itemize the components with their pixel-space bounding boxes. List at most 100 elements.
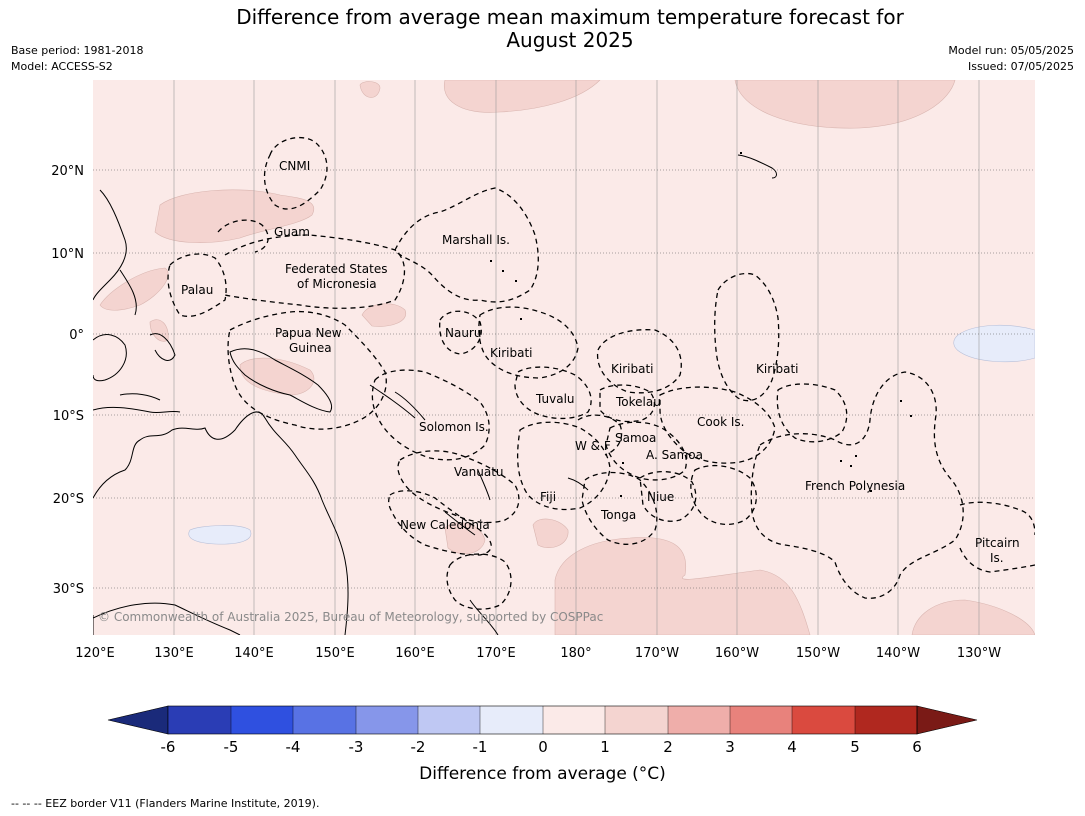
cool-region-australia xyxy=(188,525,252,545)
hawaii-islands xyxy=(737,154,777,179)
colorbar-tick: -5 xyxy=(224,738,239,756)
lat-tick: 10°S xyxy=(53,409,84,424)
lon-tick: 140°W xyxy=(876,646,920,661)
label-png-2: Guinea xyxy=(289,341,332,355)
label-guam: Guam xyxy=(274,225,310,239)
lon-tick: 150°E xyxy=(315,646,355,661)
label-fsm-2: of Micronesia xyxy=(297,277,377,291)
eez-pitcairn xyxy=(959,501,1035,573)
warm-region-philippine-sea xyxy=(154,189,315,243)
label-kiribati-west: Kiribati xyxy=(490,346,532,360)
label-french-polynesia: French Polynesia xyxy=(805,479,905,493)
colorbar-label: Difference from average (°C) xyxy=(419,764,666,784)
eez-fiji xyxy=(516,421,611,511)
eez-new-caledonia xyxy=(388,490,492,556)
colorbar-tick: 1 xyxy=(600,738,610,756)
warm-anomaly-regions xyxy=(99,80,1035,635)
eez-palau xyxy=(167,253,227,317)
lat-tick: 20°S xyxy=(53,492,84,507)
colorbar-tick: -2 xyxy=(411,738,426,756)
colorbar-bin xyxy=(480,706,543,734)
warm-region-fiji-south xyxy=(532,518,569,549)
lon-tick: 160°W xyxy=(715,646,759,661)
colorbar-extend-high xyxy=(916,705,978,735)
borneo-sulawesi xyxy=(93,333,176,382)
eez-footnote: -- -- -- EEZ border V11 (Flanders Marine… xyxy=(11,797,320,810)
colorbar-tick: 5 xyxy=(850,738,860,756)
eez-tonga xyxy=(581,471,658,545)
colorbar-bin xyxy=(293,706,356,734)
label-png-1: Papua New xyxy=(275,326,342,340)
label-samoa: Samoa xyxy=(615,431,656,445)
eez-borders xyxy=(167,137,1035,610)
atoll-dot xyxy=(620,495,622,497)
colorbar-tick: -6 xyxy=(161,738,176,756)
copyright-notice: © Commonwealth of Australia 2025, Bureau… xyxy=(98,610,603,624)
eez-kiribati-phoenix xyxy=(596,329,682,394)
label-pitcairn-1: Pitcairn xyxy=(975,536,1020,550)
colorbar: -6 -5 -4 -3 -2 -1 0 1 2 3 4 5 6 xyxy=(107,705,978,756)
eez-cook xyxy=(659,386,776,526)
australia-south-coast xyxy=(93,602,241,635)
colorbar-tick: -3 xyxy=(349,738,364,756)
warm-region-southern xyxy=(554,537,811,635)
issued-date: Issued: 07/05/2025 xyxy=(967,60,1074,73)
label-fsm-1: Federated States xyxy=(285,262,387,276)
lon-tick: 130°W xyxy=(957,646,1001,661)
atoll-dot xyxy=(502,270,504,272)
vanuatu-islands xyxy=(477,469,491,501)
colorbar-dividers xyxy=(230,706,856,734)
colorbar-tick: 4 xyxy=(787,738,797,756)
atoll-dot xyxy=(900,400,902,402)
warm-region-new-caledonia xyxy=(444,522,486,555)
colorbar-frame xyxy=(167,705,918,735)
label-cnmi: CNMI xyxy=(279,159,310,173)
colorbar-tick: 3 xyxy=(725,738,735,756)
label-kiribati-central: Kiribati xyxy=(611,362,653,376)
eez-marshall xyxy=(394,187,539,303)
cool-anomaly-regions xyxy=(188,324,1035,545)
eez-nauru xyxy=(439,310,482,355)
eez-wallis-futuna xyxy=(577,414,623,456)
atoll-dot xyxy=(515,280,517,282)
lat-tick: 0° xyxy=(69,328,84,343)
label-new-caledonia: New Caledonia xyxy=(400,518,490,532)
colorbar-tick: -1 xyxy=(473,738,488,756)
atoll-dot xyxy=(910,415,912,417)
model-run: Model run: 05/05/2025 xyxy=(948,44,1074,57)
lon-tick: 160°E xyxy=(395,646,435,661)
eez-fsm xyxy=(224,234,406,309)
colorbar-bin xyxy=(605,706,668,734)
title-line-2: August 2025 xyxy=(506,28,634,52)
new-caledonia-island xyxy=(444,511,476,536)
lat-tick: 10°N xyxy=(51,247,84,262)
label-palau: Palau xyxy=(181,283,213,297)
colorbar-bin xyxy=(418,706,480,734)
label-vanuatu: Vanuatu xyxy=(454,465,504,479)
label-kiribati-east: Kiribati xyxy=(756,362,798,376)
label-tuvalu: Tuvalu xyxy=(535,392,575,406)
lat-tick: 30°S xyxy=(53,582,84,597)
indonesia-islands xyxy=(93,393,181,414)
warm-region-north-central xyxy=(443,80,601,113)
base-period: Base period: 1981-2018 xyxy=(11,44,144,57)
lon-tick: 150°W xyxy=(796,646,840,661)
cool-region-east-equatorial xyxy=(953,324,1035,363)
land-outlines xyxy=(93,154,777,635)
lon-tick: 130°E xyxy=(154,646,194,661)
atoll-dot xyxy=(850,465,852,467)
new-guinea-coast xyxy=(229,348,333,413)
warm-region-north-small xyxy=(359,81,381,98)
colorbar-bin xyxy=(730,706,792,734)
colorbar-bin xyxy=(168,706,231,734)
colorbar-bin xyxy=(668,706,730,734)
colorbar-tick: 2 xyxy=(663,738,673,756)
colorbar-extend-low xyxy=(107,705,169,735)
latitude-labels: 20°N 10°N 0° 10°S 20°S 30°S xyxy=(51,164,84,597)
atoll-dot xyxy=(870,490,872,492)
fiji-islands xyxy=(567,477,589,491)
map-panel: CNMI Guam Marshall Is. Federated States … xyxy=(93,80,1035,635)
eez-vanuatu xyxy=(397,450,520,524)
eez-norfolk xyxy=(446,553,512,610)
